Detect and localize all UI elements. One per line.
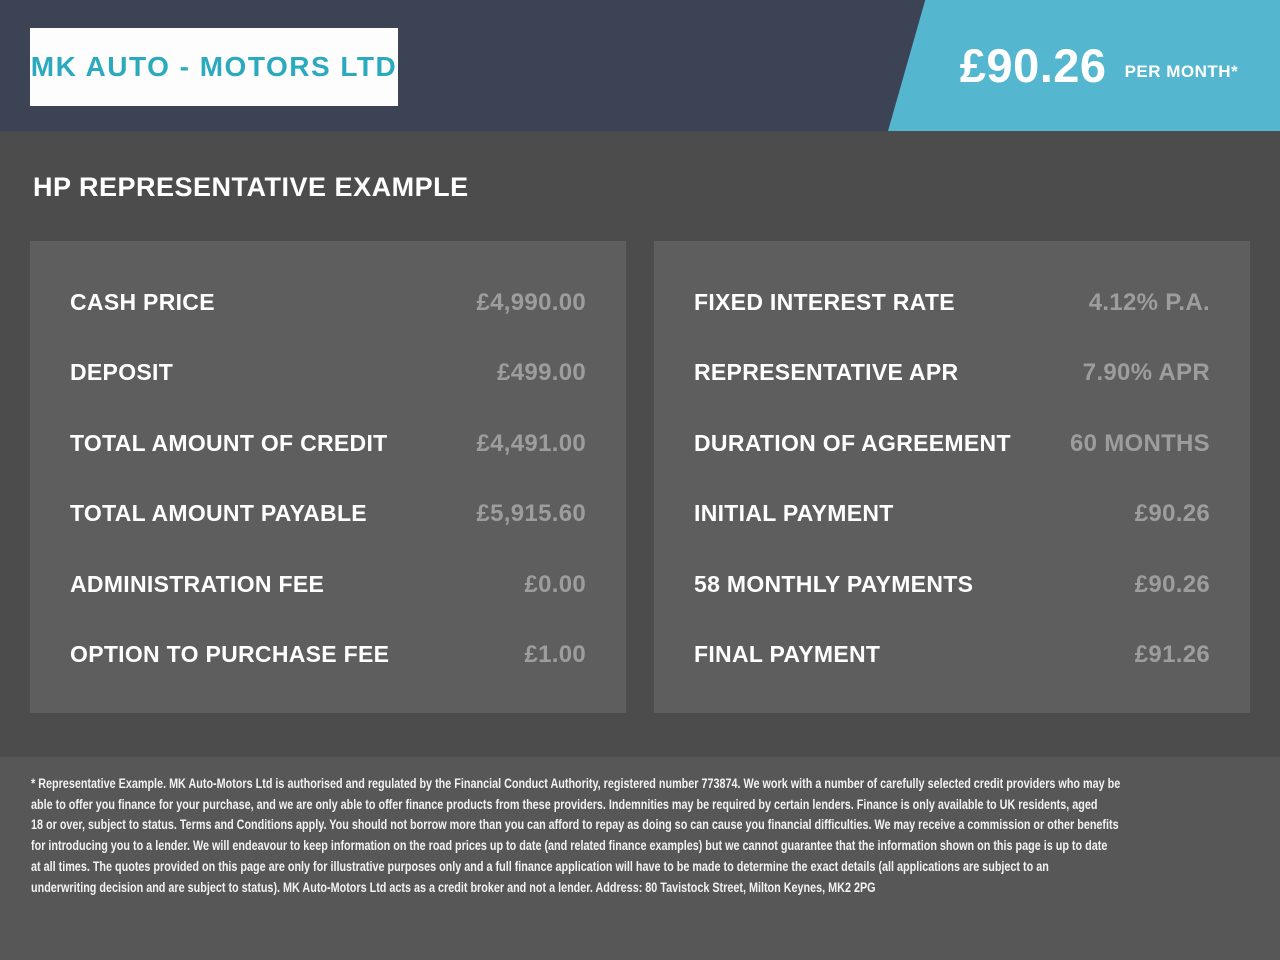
finance-row-label: DURATION OF AGREEMENT	[694, 429, 1011, 456]
finance-row-label: INITIAL PAYMENT	[694, 500, 894, 527]
disclaimer-line: able to offer you finance for your purch…	[31, 796, 1098, 812]
price-ribbon: £90.26 PER MONTH*	[888, 0, 1280, 131]
page-title: HP REPRESENTATIVE EXAMPLE	[33, 172, 469, 202]
disclaimer-line: for introducing you to a lender. We will…	[31, 838, 1108, 854]
finance-panel-right: FIXED INTEREST RATE 4.12% P.A. REPRESENT…	[654, 241, 1250, 713]
finance-row-apr: REPRESENTATIVE APR 7.90% APR	[694, 359, 1210, 387]
finance-row-cash-price: CASH PRICE £4,990.00	[70, 289, 586, 317]
finance-row-total-credit: TOTAL AMOUNT OF CREDIT £4,491.00	[70, 430, 586, 458]
finance-row-value: 60 MONTHS	[1069, 429, 1210, 457]
finance-row-initial-payment: INITIAL PAYMENT £90.26	[694, 500, 1210, 528]
disclaimer-line: * Representative Example. MK Auto-Motors…	[31, 776, 1121, 791]
finance-row-label: OPTION TO PURCHASE FEE	[70, 640, 390, 667]
finance-row-value: £4,491.00	[476, 429, 586, 457]
finance-panel-left: CASH PRICE £4,990.00 DEPOSIT £499.00 TOT…	[30, 241, 626, 713]
dealer-logo: MK AUTO - MOTORS LTD	[30, 28, 398, 106]
finance-row-value: £90.26	[1134, 570, 1210, 598]
footer-disclaimer: * Representative Example. MK Auto-Motors…	[0, 757, 1280, 960]
finance-row-label: TOTAL AMOUNT PAYABLE	[70, 500, 367, 527]
disclaimer-line: at all times. The quotes provided on thi…	[31, 858, 1049, 874]
finance-row-final-payment: FINAL PAYMENT £91.26	[694, 641, 1210, 669]
finance-row-total-payable: TOTAL AMOUNT PAYABLE £5,915.60	[70, 500, 586, 528]
dealer-logo-text: MK AUTO - MOTORS LTD	[30, 51, 398, 82]
finance-row-monthly-payments: 58 MONTHLY PAYMENTS £90.26	[694, 571, 1210, 599]
finance-panels: CASH PRICE £4,990.00 DEPOSIT £499.00 TOT…	[30, 241, 1250, 713]
header: MK AUTO - MOTORS LTD £90.26 PER MONTH*	[0, 0, 1280, 131]
finance-row-option-fee: OPTION TO PURCHASE FEE £1.00	[70, 641, 586, 669]
finance-row-label: 58 MONTHLY PAYMENTS	[694, 570, 974, 597]
finance-row-interest-rate: FIXED INTEREST RATE 4.12% P.A.	[694, 289, 1210, 317]
finance-row-value: £499.00	[497, 359, 586, 387]
finance-row-value: £0.00	[524, 570, 586, 598]
finance-row-label: REPRESENTATIVE APR	[694, 359, 959, 386]
finance-row-value: £5,915.60	[476, 500, 586, 528]
finance-row-value: £1.00	[524, 640, 586, 668]
finance-row-value: £90.26	[1134, 500, 1210, 528]
finance-row-value: £91.26	[1134, 640, 1210, 668]
disclaimer-line: 18 or over, subject to status. Terms and…	[31, 817, 1119, 833]
finance-row-value: 7.90% APR	[1082, 359, 1210, 387]
finance-row-label: FINAL PAYMENT	[694, 640, 881, 667]
price-amount: £90.26	[959, 39, 1107, 92]
finance-row-label: TOTAL AMOUNT OF CREDIT	[70, 429, 388, 456]
finance-row-deposit: DEPOSIT £499.00	[70, 359, 586, 387]
disclaimer-line: underwriting decision and are subject to…	[31, 879, 876, 895]
finance-row-label: CASH PRICE	[70, 289, 215, 315]
main-content: HP REPRESENTATIVE EXAMPLE CASH PRICE £4,…	[0, 131, 1280, 713]
finance-row-label: DEPOSIT	[70, 359, 174, 386]
price-period-label: PER MONTH*	[1124, 61, 1239, 81]
finance-row-value: £4,990.00	[476, 289, 586, 316]
finance-row-label: ADMINISTRATION FEE	[70, 570, 325, 597]
finance-row-admin-fee: ADMINISTRATION FEE £0.00	[70, 571, 586, 599]
finance-row-label: FIXED INTEREST RATE	[694, 289, 955, 315]
finance-row-value: 4.12% P.A.	[1088, 289, 1210, 316]
finance-row-duration: DURATION OF AGREEMENT 60 MONTHS	[694, 430, 1210, 458]
